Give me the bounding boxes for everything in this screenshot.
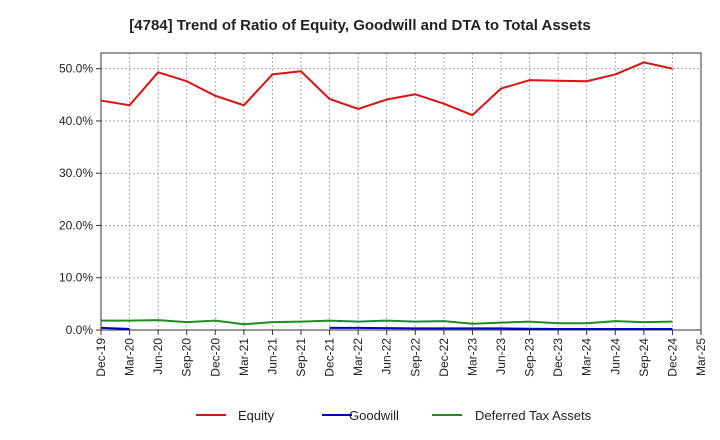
x-tick-label: Mar-23: [465, 338, 479, 376]
x-tick-label: Jun-23: [494, 338, 508, 375]
x-tick-label: Mar-25: [694, 338, 708, 376]
series: [100, 61, 673, 330]
x-tick-label: Sep-21: [294, 338, 308, 377]
legend-label-goodwill: Goodwill: [349, 408, 399, 423]
legend-label-equity: Equity: [238, 408, 275, 423]
chart-title: [4784] Trend of Ratio of Equity, Goodwil…: [129, 17, 590, 34]
x-tick-label: Sep-23: [523, 338, 537, 377]
x-tick-label: Jun-20: [151, 338, 165, 375]
grid: [101, 53, 701, 330]
x-tick-label: Dec-21: [323, 338, 337, 377]
x-tick-label: Mar-22: [351, 338, 365, 376]
y-tick-label: 40.0%: [59, 114, 93, 128]
x-tick-label: Sep-22: [408, 338, 422, 377]
x-tick-label: Dec-23: [551, 338, 565, 377]
x-tick-label: Jun-24: [608, 338, 622, 375]
axes: 0.0% 10.0% 20.0% 30.0% 40.0% 50.0% Dec-19 Mar-2…: [59, 52, 708, 377]
legend-label-deferred-tax-assets: Deferred Tax Assets: [475, 408, 592, 423]
x-tick-label: Mar-24: [580, 338, 594, 376]
plot-frame: [100, 52, 702, 331]
x-tick-label: Sep-20: [180, 338, 194, 377]
x-tick-label: Dec-19: [94, 338, 108, 377]
series-line-goodwill: [100, 326, 130, 330]
series-line-goodwill: [329, 326, 673, 330]
y-tick-label: 50.0%: [59, 62, 93, 76]
x-tick-label: Mar-20: [123, 338, 137, 376]
x-tick-label: Jun-22: [380, 338, 394, 375]
series-line-equity: [100, 61, 673, 117]
x-tick-label: Dec-24: [665, 338, 679, 377]
plot-area: [101, 53, 701, 330]
legend: Equity Goodwill Deferred Tax Assets: [196, 408, 592, 423]
x-tick-label: Dec-22: [437, 338, 451, 377]
y-tick-label: 0.0%: [66, 323, 94, 337]
y-tick-label: 20.0%: [59, 218, 93, 232]
x-tick-label: Mar-21: [237, 338, 251, 376]
x-tick-label: Jun-21: [265, 338, 279, 375]
series-line-deferred-tax-assets: [101, 319, 673, 326]
x-tick-label: Dec-20: [208, 338, 222, 377]
x-tick-label: Sep-24: [637, 338, 651, 377]
y-tick-label: 30.0%: [59, 166, 93, 180]
y-tick-label: 10.0%: [59, 271, 93, 285]
